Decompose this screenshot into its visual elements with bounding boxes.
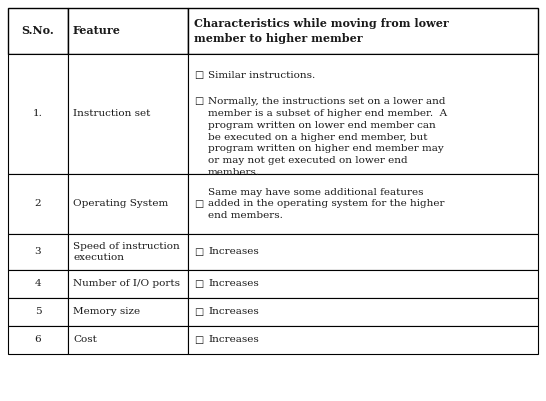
Text: 2: 2	[35, 200, 41, 209]
Text: Number of I/O ports: Number of I/O ports	[73, 279, 180, 288]
Bar	[8, 234, 68, 270]
Bar	[68, 54, 188, 174]
Bar	[68, 326, 188, 354]
Text: Increases: Increases	[208, 336, 259, 344]
Bar	[8, 270, 68, 298]
Bar	[68, 298, 188, 326]
Bar	[188, 234, 538, 270]
Text: Increases: Increases	[208, 247, 259, 257]
Bar	[188, 298, 538, 326]
Text: 5: 5	[35, 308, 41, 316]
Text: □: □	[194, 336, 203, 344]
Text: □: □	[194, 247, 203, 257]
Text: Increases: Increases	[208, 279, 259, 288]
Text: Characteristics while moving from lower
member to higher member: Characteristics while moving from lower …	[194, 18, 449, 44]
Text: Normally, the instructions set on a lower and
member is a subset of higher end m: Normally, the instructions set on a lowe…	[208, 97, 447, 177]
Bar	[188, 8, 538, 54]
Text: Similar instructions.: Similar instructions.	[208, 71, 315, 80]
Bar	[188, 326, 538, 354]
Text: Speed of instruction
execution: Speed of instruction execution	[73, 241, 180, 262]
Text: Memory size: Memory size	[73, 308, 140, 316]
Text: □: □	[194, 200, 203, 209]
Text: S.No.: S.No.	[22, 26, 55, 36]
Text: Same may have some additional features
added in the operating system for the hig: Same may have some additional features a…	[208, 188, 444, 220]
Text: □: □	[194, 308, 203, 316]
Bar	[8, 54, 68, 174]
Bar	[188, 174, 538, 234]
Bar	[8, 298, 68, 326]
Bar	[8, 326, 68, 354]
Bar	[8, 174, 68, 234]
Text: □: □	[194, 97, 203, 106]
Text: 3: 3	[35, 247, 41, 257]
Bar	[68, 234, 188, 270]
Text: Feature: Feature	[73, 26, 121, 36]
Text: Cost: Cost	[73, 336, 97, 344]
Text: Increases: Increases	[208, 308, 259, 316]
Text: □: □	[194, 71, 203, 80]
Bar	[188, 54, 538, 174]
Bar	[8, 8, 68, 54]
Bar	[68, 270, 188, 298]
Text: □: □	[194, 279, 203, 288]
Text: 1.: 1.	[33, 109, 43, 119]
Text: 4: 4	[35, 279, 41, 288]
Bar	[68, 174, 188, 234]
Bar	[68, 8, 188, 54]
Bar	[188, 270, 538, 298]
Text: Instruction set: Instruction set	[73, 109, 150, 119]
Text: Operating System: Operating System	[73, 200, 168, 209]
Text: 6: 6	[35, 336, 41, 344]
